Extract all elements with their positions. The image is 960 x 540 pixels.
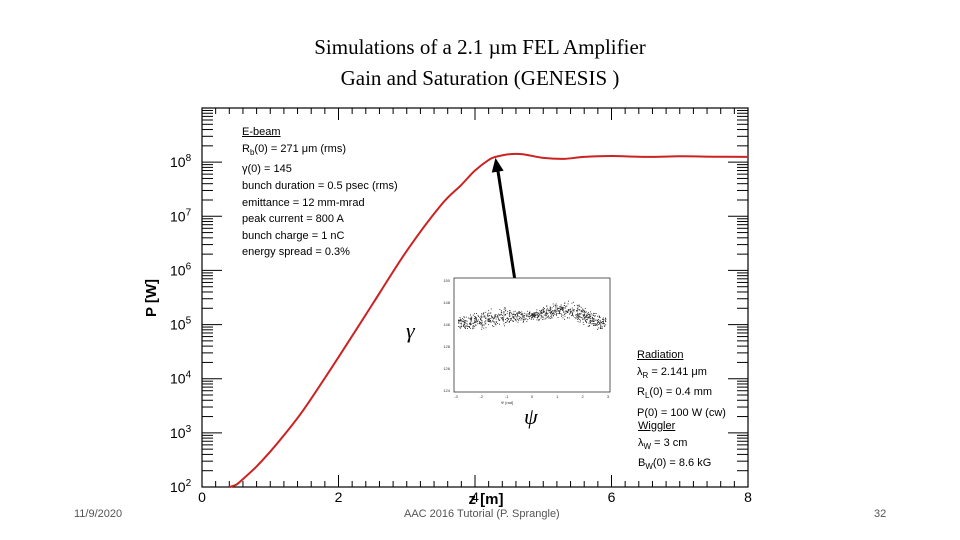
inset-x-label: ψ bbox=[524, 404, 538, 429]
y-axis-title: P [W] bbox=[143, 279, 160, 317]
inset-x-tick: 0 bbox=[531, 394, 534, 399]
x-tick-label: 2 bbox=[335, 489, 343, 505]
radiation-line: RL(0) = 0.4 mm bbox=[637, 386, 713, 401]
radiation-line: P(0) = 100 W (cw) bbox=[637, 407, 726, 420]
y-tick-label: 108 bbox=[170, 153, 192, 170]
x-tick-label: 0 bbox=[198, 489, 206, 505]
footer-center: AAC 2016 Tutorial (P. Sprangle) bbox=[404, 508, 560, 520]
ebeam-line: emittance = 12 mm-mrad bbox=[242, 196, 365, 209]
y-tick-label: 107 bbox=[170, 207, 192, 224]
wiggler-header: Wiggler bbox=[638, 420, 676, 432]
power-curve bbox=[228, 152, 749, 488]
ebeam-line: peak current = 800 A bbox=[242, 213, 344, 226]
inset-y-tick: 148 bbox=[443, 300, 450, 305]
y-tick-label: 105 bbox=[170, 316, 192, 333]
ebeam-header: E-beam bbox=[242, 126, 281, 138]
x-tick-label: 4 bbox=[471, 489, 479, 505]
ebeam-line: energy spread = 0.3% bbox=[242, 246, 350, 259]
inset-frame bbox=[453, 277, 611, 393]
inset-scatter bbox=[458, 300, 607, 330]
footer-page-number: 32 bbox=[874, 508, 887, 520]
inset-x-tick: -3 bbox=[454, 394, 458, 399]
title-line-2: Gain and Saturation (GENESIS ) bbox=[340, 66, 620, 90]
radiation-parameters: Radiation λR = 2.141 μm RL(0) = 0.4 mm P… bbox=[637, 347, 726, 422]
phase-space-inset: 150 148 146 128 126 124 -3 -2 -1 0 1 2 3 Ψ [rad] γ ψ bbox=[406, 270, 616, 430]
title-line-1: Simulations of a 2.1 µm FEL Amplifier bbox=[314, 35, 646, 59]
inset-x-tick: -1 bbox=[505, 394, 509, 399]
radiation-line: λR = 2.141 μm bbox=[637, 365, 707, 380]
ebeam-line: bunch charge = 1 nC bbox=[242, 229, 345, 242]
annotation-arrow-head bbox=[491, 157, 504, 173]
inset-x-tick: -2 bbox=[480, 394, 484, 399]
y-tick-label: 106 bbox=[170, 261, 192, 278]
wiggler-parameters: Wiggler λW = 3 cm BW(0) = 8.6 kG bbox=[638, 418, 712, 477]
ebeam-parameters: E-beam Rb(0) = 271 μm (rms) γ(0) = 145 b… bbox=[242, 124, 398, 261]
inset-plot: 150 148 146 128 126 124 -3 -2 -1 0 1 2 3 Ψ [rad] bbox=[443, 277, 611, 405]
slide-title: Simulations of a 2.1 µm FEL Amplifier Ga… bbox=[0, 32, 960, 94]
y-tick-label: 102 bbox=[170, 478, 192, 495]
x-tick-label: 8 bbox=[744, 489, 752, 505]
inset-y-tick: 124 bbox=[443, 388, 450, 393]
footer-date: 11/9/2020 bbox=[74, 508, 123, 520]
inset-x-tick: 2 bbox=[582, 394, 585, 399]
inset-y-tick: 150 bbox=[443, 278, 450, 283]
inset-axis-caption: Ψ [rad] bbox=[501, 400, 513, 405]
inset-y-tick: 146 bbox=[443, 322, 450, 327]
wiggler-line: λW = 3 cm bbox=[638, 436, 688, 451]
radiation-header: Radiation bbox=[637, 349, 684, 361]
inset-y-label: γ bbox=[406, 318, 415, 343]
y-tick-label: 103 bbox=[170, 424, 192, 441]
wiggler-line: BW(0) = 8.6 kG bbox=[638, 457, 712, 472]
y-tick-label: 104 bbox=[170, 370, 192, 387]
ebeam-line: Rb(0) = 271 μm (rms) bbox=[242, 142, 347, 157]
inset-y-tick: 126 bbox=[443, 366, 450, 371]
inset-x-tick: 1 bbox=[556, 394, 559, 399]
x-axis-title: z [m] bbox=[469, 491, 504, 508]
annotation-arrow-shaft bbox=[495, 167, 518, 287]
ebeam-line: γ(0) = 145 bbox=[242, 163, 292, 176]
inset-y-tick: 128 bbox=[443, 344, 450, 349]
inset-x-tick: 3 bbox=[607, 394, 610, 399]
ebeam-line: bunch duration = 0.5 psec (rms) bbox=[242, 179, 398, 192]
x-tick-label: 6 bbox=[608, 489, 616, 505]
